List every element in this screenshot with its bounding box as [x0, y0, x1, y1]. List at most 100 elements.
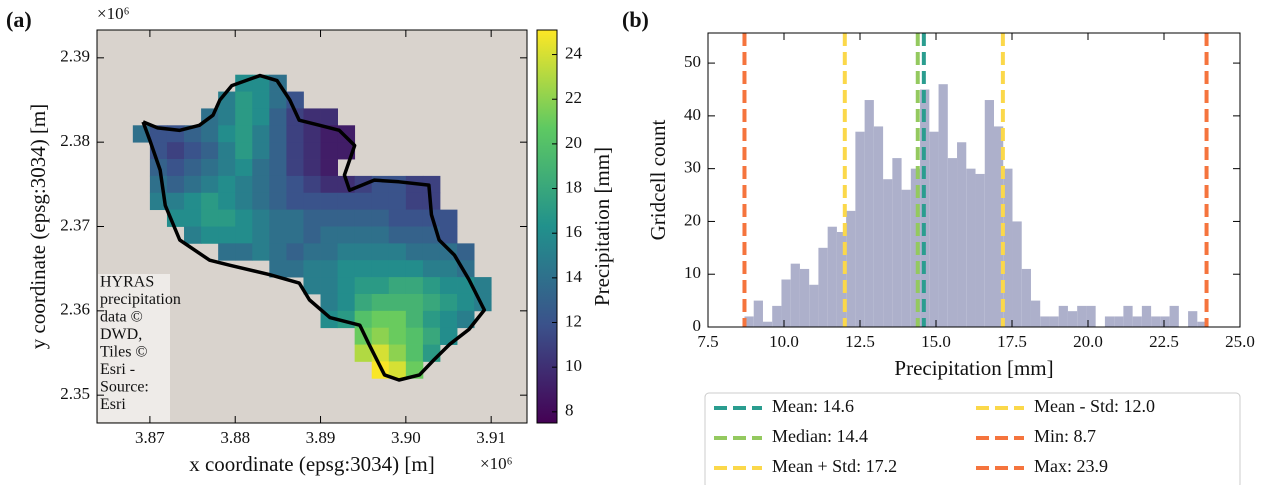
raster-cell: [372, 193, 389, 210]
raster-cell: [218, 193, 235, 210]
x-tick-label: 25.0: [1225, 332, 1255, 351]
legend-label: Mean + Std: 17.2: [772, 456, 897, 476]
panel-label: (a): [6, 7, 32, 32]
raster-cell: [406, 227, 423, 244]
raster-cell: [440, 277, 457, 294]
histogram-bar: [791, 264, 800, 327]
raster-cell: [184, 142, 201, 159]
raster-cell: [218, 227, 235, 244]
raster-cell: [286, 243, 303, 260]
raster-cell: [167, 142, 184, 159]
raster-cell: [423, 243, 440, 260]
histogram-bar: [1151, 316, 1160, 327]
raster-cell: [184, 210, 201, 227]
histogram-bar: [966, 169, 975, 327]
histogram-bar: [818, 248, 827, 327]
raster-cell: [286, 260, 303, 277]
colorbar-tick-label: 12: [565, 311, 582, 330]
raster-cell: [389, 328, 406, 345]
raster-cell: [269, 142, 286, 159]
raster-cell: [406, 328, 423, 345]
raster-cell: [355, 193, 372, 210]
raster-cell: [201, 159, 218, 176]
raster-cell: [286, 193, 303, 210]
histogram-bar: [1077, 306, 1086, 327]
histogram-bar: [1022, 269, 1031, 327]
histogram-bar: [1133, 316, 1142, 327]
raster-cell: [338, 260, 355, 277]
histogram-bar: [754, 301, 763, 327]
raster-cell: [303, 260, 320, 277]
y-tick-label: 20: [684, 210, 701, 229]
histogram-bar: [1040, 316, 1049, 327]
histogram-bar: [772, 306, 781, 327]
raster-cell: [201, 176, 218, 193]
y-tick-label: 30: [684, 158, 701, 177]
histogram-bar: [892, 158, 901, 327]
histogram-bar: [828, 227, 837, 327]
raster-cell: [321, 227, 338, 244]
y-tick-label: 2.35: [60, 384, 90, 403]
histogram-bar: [763, 322, 772, 327]
histogram-bar: [1049, 316, 1058, 327]
x-tick-label: 3.87: [135, 428, 165, 447]
raster-cell: [321, 108, 338, 125]
y-tick-label: 2.38: [60, 131, 90, 150]
raster-cell: [355, 227, 372, 244]
raster-cell: [338, 125, 355, 142]
raster-cell: [269, 227, 286, 244]
x-tick-label: 3.90: [391, 428, 421, 447]
raster-cell: [235, 193, 252, 210]
raster-cell: [440, 260, 457, 277]
raster-cell: [406, 193, 423, 210]
histogram-bar: [855, 132, 864, 327]
attribution-text: data ©: [100, 309, 143, 326]
attribution-text: Esri: [100, 396, 126, 413]
raster-cell: [184, 159, 201, 176]
histogram-bar: [1142, 306, 1151, 327]
raster-cell: [406, 345, 423, 362]
raster-cell: [218, 243, 235, 260]
x-axis-label: Precipitation [mm]: [894, 356, 1053, 380]
raster-cell: [321, 260, 338, 277]
y-tick-label: 40: [684, 105, 701, 124]
raster-cell: [423, 345, 440, 362]
raster-cell: [286, 159, 303, 176]
x-tick-label: 17.5: [997, 332, 1027, 351]
raster-cell: [252, 108, 269, 125]
histogram-bar: [1012, 221, 1021, 327]
raster-cell: [303, 210, 320, 227]
raster-cell: [355, 277, 372, 294]
raster-cell: [252, 125, 269, 142]
histogram-bar: [976, 174, 985, 327]
x-tick-label: 15.0: [921, 332, 951, 351]
raster-cell: [218, 108, 235, 125]
raster-cell: [235, 227, 252, 244]
raster-cell: [338, 210, 355, 227]
colorbar-tick-label: 18: [565, 177, 582, 196]
raster-cell: [389, 294, 406, 311]
y-axis-label: Gridcell count: [646, 119, 670, 240]
histogram-bar: [1059, 306, 1068, 327]
histogram-bar: [929, 132, 938, 327]
x-tick-label: 3.91: [476, 428, 506, 447]
raster-cell: [406, 260, 423, 277]
raster-cell: [355, 210, 372, 227]
raster-cell: [372, 227, 389, 244]
colorbar-tick-label: 16: [565, 222, 582, 241]
attribution-text: Source:: [100, 379, 149, 396]
attribution-text: HYRAS: [100, 274, 154, 291]
raster-cell: [286, 125, 303, 142]
raster-cell: [201, 193, 218, 210]
raster-cell: [389, 311, 406, 328]
raster-cell: [389, 243, 406, 260]
raster-cell: [372, 328, 389, 345]
attribution-text: precipitation: [100, 291, 181, 308]
raster-cell: [355, 243, 372, 260]
raster-cell: [269, 108, 286, 125]
raster-cell: [303, 193, 320, 210]
raster-cell: [286, 176, 303, 193]
raster-cell: [423, 277, 440, 294]
raster-cell: [303, 176, 320, 193]
y-axis-label: y coordinate (epsg:3034) [m]: [26, 104, 50, 350]
